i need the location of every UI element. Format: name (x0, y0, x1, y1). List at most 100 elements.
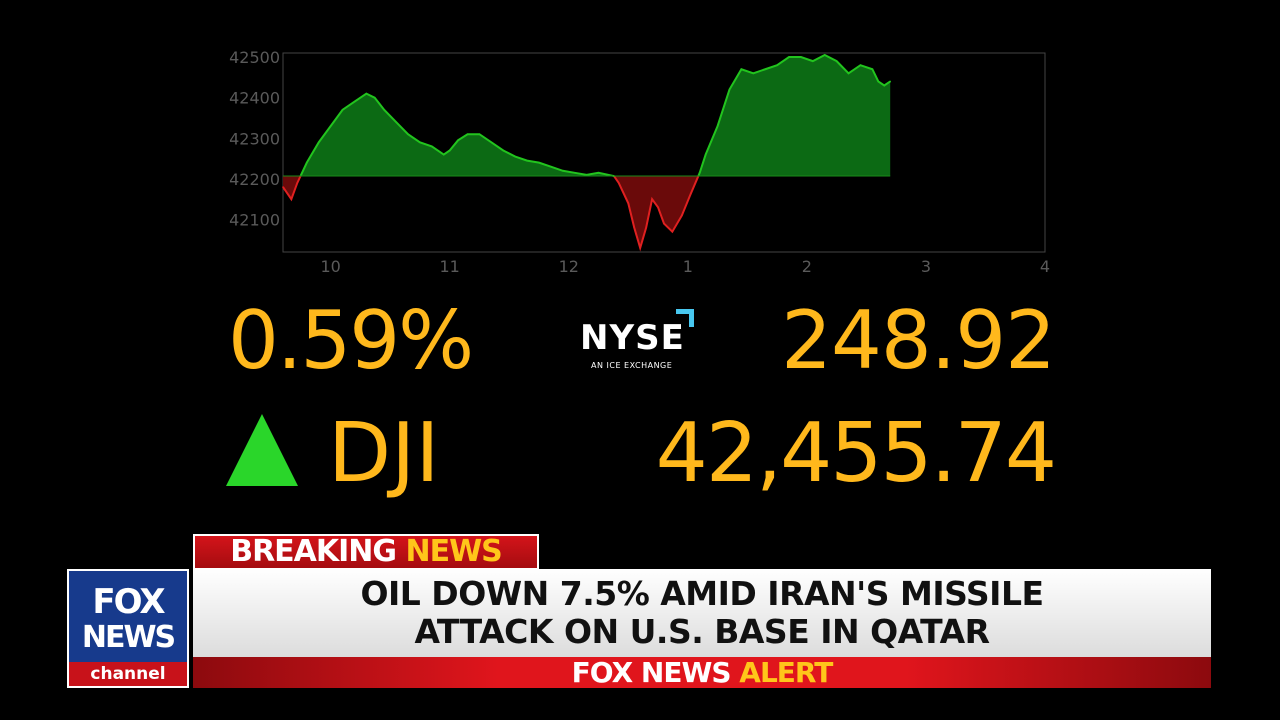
y-tick-label: 42500 (229, 48, 280, 67)
x-tick-label: 10 (320, 257, 340, 276)
data-point (883, 84, 886, 87)
data-point (431, 145, 433, 148)
alert-word: ALERT (739, 656, 833, 689)
data-point (466, 133, 469, 136)
percent-change: 0.59% (228, 294, 474, 387)
data-point (681, 214, 683, 217)
data-point (835, 60, 838, 62)
data-point (788, 56, 790, 58)
data-point (704, 153, 707, 156)
alert-brand: FOX NEWS (571, 656, 732, 689)
data-point (353, 100, 356, 103)
data-point (633, 226, 636, 229)
y-axis-ticks: 42500 42400 42300 42200 42100 (229, 48, 280, 229)
nyse-logo: NYSE AN ICE EXCHANGE (580, 306, 710, 376)
index-symbol: DJI (328, 406, 440, 501)
data-point (716, 125, 719, 127)
gain-line (697, 53, 891, 177)
data-point (561, 169, 564, 172)
corner-bracket-icon (676, 309, 694, 327)
data-point (341, 109, 344, 111)
logo-news: NEWS (81, 620, 176, 655)
data-point (296, 182, 299, 184)
data-point (740, 68, 743, 71)
data-point (329, 125, 332, 127)
x-tick-label: 11 (440, 257, 460, 276)
x-tick-label: 1 (683, 257, 693, 276)
headline-line-2: ATTACK ON U.S. BASE IN QATAR (414, 612, 990, 651)
data-point (442, 153, 445, 156)
x-tick-label: 4 (1040, 257, 1050, 276)
data-point (290, 198, 293, 201)
data-point (689, 194, 691, 196)
data-point (573, 172, 576, 174)
news-word: NEWS (405, 534, 502, 569)
data-point (663, 222, 665, 225)
data-point (847, 72, 850, 75)
data-point (613, 175, 615, 177)
data-point (419, 141, 421, 144)
data-point (395, 121, 397, 123)
data-point (764, 68, 767, 71)
data-point (645, 226, 647, 229)
data-point (550, 165, 552, 168)
nyse-tagline: AN ICE EXCHANGE (591, 361, 673, 370)
breaking-word: BREAKING (230, 534, 397, 569)
fox-news-alert-bar: FOX NEWS ALERT (193, 657, 1211, 688)
data-point (889, 80, 892, 83)
data-point (478, 133, 481, 136)
data-point (282, 186, 284, 188)
y-tick-label: 42200 (229, 170, 280, 189)
data-point (823, 54, 826, 56)
gain-area (300, 93, 614, 177)
data-point (871, 68, 874, 71)
price-area (282, 53, 891, 252)
data-point (407, 133, 409, 136)
data-point (538, 161, 540, 164)
price-change: 248.92 (781, 294, 1056, 387)
data-point (514, 155, 516, 158)
x-axis-ticks: 10 11 12 1 2 3 4 (320, 257, 1050, 276)
data-point (365, 92, 368, 95)
data-point (526, 159, 528, 162)
plot-frame (282, 52, 1046, 253)
logo-fox: FOX (92, 582, 165, 622)
data-point (502, 149, 505, 152)
data-points (282, 54, 892, 249)
x-tick-label: 2 (802, 257, 812, 276)
data-point (585, 174, 588, 176)
data-point (728, 88, 731, 91)
headline-line-1: OIL DOWN 7.5% AMID IRAN'S MISSILE (360, 574, 1044, 613)
nyse-wordmark: NYSE (580, 318, 685, 358)
headline-box: OIL DOWN 7.5% AMID IRAN'S MISSILE ATTACK… (193, 569, 1211, 657)
data-point (752, 72, 755, 75)
logo-channel: channel (69, 662, 187, 686)
data-point (448, 149, 451, 152)
gain-area (698, 55, 891, 177)
data-point (490, 141, 493, 144)
data-point (306, 161, 308, 164)
data-point (657, 206, 659, 209)
data-point (617, 182, 620, 184)
data-point (698, 172, 701, 174)
data-point (627, 202, 630, 205)
y-tick-label: 42100 (229, 211, 280, 230)
data-point (383, 109, 386, 111)
up-triangle-icon (226, 414, 298, 486)
data-point (812, 60, 814, 62)
loss-line (282, 175, 302, 202)
breaking-news-banner: BREAKING NEWS (193, 534, 539, 570)
data-point (457, 139, 459, 142)
data-point (877, 80, 880, 83)
data-point (317, 141, 320, 144)
data-point (859, 64, 862, 66)
data-point (800, 56, 802, 58)
x-tick-label: 12 (559, 257, 579, 276)
data-point (373, 96, 376, 99)
loss-area (613, 176, 699, 248)
x-tick-label: 3 (921, 257, 931, 276)
data-point (639, 247, 641, 249)
data-point (597, 172, 600, 174)
y-tick-label: 42300 (229, 129, 280, 148)
